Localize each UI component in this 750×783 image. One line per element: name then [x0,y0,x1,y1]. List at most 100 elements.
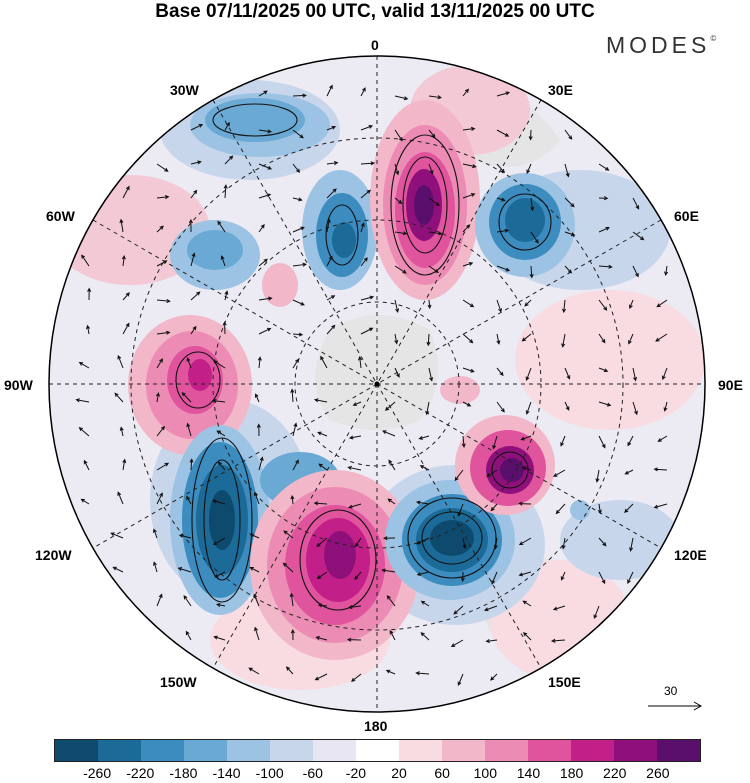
wind-arrow [525,401,532,415]
wind-arrow [490,503,498,512]
colorbar-swatch [657,740,700,761]
wind-arrow [292,299,305,306]
wind-arrow [360,124,374,131]
wind-arrow [485,638,498,643]
wind-arrow [189,458,194,471]
wind-arrow [212,537,226,546]
wind-arrow [598,571,606,585]
colorbar-swatch [485,740,528,761]
wind-arrow [428,367,434,382]
wind-arrow [152,528,158,539]
wind-arrow [292,332,304,337]
wind-arrow [186,422,192,437]
wind-arrow [415,500,430,505]
reference-vector-label: 30 [664,684,678,698]
wind-arrow [178,533,192,539]
wind-arrow [211,499,226,505]
label-lon-0: 0 [371,37,379,53]
wind-arrow [462,224,471,233]
wind-arrow [156,330,171,335]
colorbar-tick-label: -140 [212,765,241,781]
wind-arrow [496,228,510,233]
wind-arrow [190,160,202,165]
wind-arrow [283,530,294,539]
wind-arrow [420,600,430,607]
wind-arrow [216,430,226,437]
wind-arrow [560,435,566,447]
wind-arrow [483,605,498,612]
wind-arrow [561,333,566,348]
colorbar-tick-label: 220 [603,765,627,781]
wind-arrow [416,537,430,545]
wind-arrow [292,262,307,267]
wind-arrow [462,401,472,407]
wind-arrow [316,571,328,580]
wind-arrow [320,355,328,369]
wind-arrow [87,287,92,301]
wind-arrow [419,465,430,471]
wind-arrow [598,435,606,449]
wind-arrow [354,571,362,580]
wind-arrow [185,630,192,641]
wind-arrow [360,161,376,166]
wind-arrow [188,218,193,233]
wind-arrow [83,459,90,471]
wind-arrow [110,532,124,539]
wind-arrow [388,459,396,471]
wind-arrow [428,231,443,236]
wind-arrow [550,638,566,643]
wind-arrow [453,605,464,615]
wind-arrow [181,391,192,403]
wind-arrow [224,290,229,301]
graticule [49,56,705,712]
wind-arrow [632,367,638,382]
wind-arrow [661,367,668,381]
wind-arrow [117,354,124,369]
wind-arrow [564,265,573,274]
wind-arrow [215,602,226,607]
wind-arrow [186,495,192,505]
wind-arrow [86,324,91,335]
wind-arrow [462,192,476,199]
wind-arrow [428,265,439,274]
wind-arrow [529,265,534,279]
colorbar-tick-label: 260 [646,765,670,781]
wind-arrow [348,503,362,509]
wind-arrow [156,225,164,233]
colorbar-swatch [356,740,399,761]
wind-arrow [416,571,430,577]
wind-arrow [656,299,668,308]
wind-arrow [627,571,634,585]
wind-arrow [183,594,192,607]
colorbar-tick-label: 180 [559,765,584,781]
wind-arrow [598,163,610,171]
wind-arrow [119,426,124,437]
wind-arrow [121,254,126,267]
wind-arrow [292,163,301,174]
wind-arrow [385,669,396,675]
wind-arrow [427,299,432,310]
wind-arrow [190,124,204,131]
colorbar-swatch [141,740,184,761]
wind-arrow [598,264,613,269]
wind-arrow [156,260,168,267]
wind-arrow [394,163,400,176]
colorbar-tick-label: -60 [302,765,323,781]
wind-arrow [317,431,328,437]
wind-arrow [256,423,261,437]
colorbar-tick-label: 60 [434,765,450,781]
wind-arrow [186,357,192,369]
wind-arrow [258,193,272,199]
wind-arrow [156,163,169,172]
wind-arrow [254,393,260,403]
wind-arrow [490,673,498,681]
wind-arrow [156,492,163,505]
wind-arrow [552,605,566,611]
wind-arrow [156,425,165,437]
wind-arrow [249,533,260,539]
colorbar-swatch [270,740,313,761]
wind-arrow [282,562,294,573]
wind-arrow [78,426,90,437]
wind-arrow [326,295,336,301]
wind-arrow [530,231,539,244]
